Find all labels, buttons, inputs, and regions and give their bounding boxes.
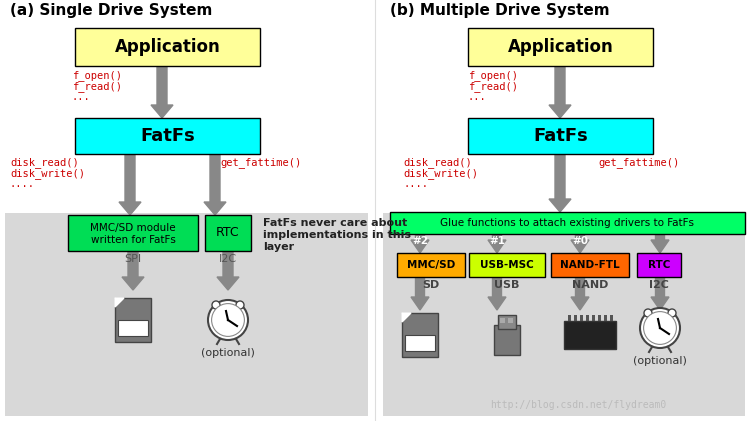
Bar xyxy=(508,318,513,323)
Polygon shape xyxy=(571,277,589,310)
Bar xyxy=(118,320,148,336)
Text: NAND: NAND xyxy=(572,280,608,290)
Text: MMC/SD: MMC/SD xyxy=(406,260,455,270)
Text: #1: #1 xyxy=(489,236,505,246)
Text: MMC/SD module: MMC/SD module xyxy=(90,223,176,233)
Text: USB-MSC: USB-MSC xyxy=(480,260,534,270)
Polygon shape xyxy=(571,234,589,253)
Text: SPI: SPI xyxy=(124,254,142,264)
Bar xyxy=(500,318,505,323)
Polygon shape xyxy=(411,277,429,310)
Bar xyxy=(469,253,545,277)
Polygon shape xyxy=(151,66,173,118)
Bar xyxy=(75,118,260,154)
Text: layer: layer xyxy=(263,242,294,252)
Text: get_fattime(): get_fattime() xyxy=(220,157,302,168)
Bar xyxy=(402,313,438,357)
Polygon shape xyxy=(119,154,141,215)
Text: written for FatFs: written for FatFs xyxy=(91,235,176,245)
Bar xyxy=(498,315,516,329)
Bar xyxy=(564,321,616,349)
Text: (a) Single Drive System: (a) Single Drive System xyxy=(10,3,212,18)
Text: #0: #0 xyxy=(572,236,588,246)
Bar xyxy=(68,215,198,251)
Bar xyxy=(383,213,745,416)
Bar xyxy=(397,253,465,277)
Bar xyxy=(580,315,583,321)
Text: (b) Multiple Drive System: (b) Multiple Drive System xyxy=(390,3,610,18)
Text: (optional): (optional) xyxy=(201,348,255,358)
Polygon shape xyxy=(217,251,239,290)
Polygon shape xyxy=(402,313,411,322)
Text: ....: .... xyxy=(403,179,428,189)
Text: disk_read(): disk_read() xyxy=(403,157,472,168)
Polygon shape xyxy=(122,251,144,290)
Polygon shape xyxy=(411,234,429,253)
Text: USB: USB xyxy=(494,280,520,290)
Polygon shape xyxy=(488,234,506,253)
Text: I2C: I2C xyxy=(649,280,669,290)
Polygon shape xyxy=(549,66,571,118)
Text: disk_read(): disk_read() xyxy=(10,157,79,168)
Bar xyxy=(568,315,571,321)
Text: FatFs never care about: FatFs never care about xyxy=(263,218,407,228)
Text: I2C: I2C xyxy=(219,254,237,264)
Text: FatFs: FatFs xyxy=(533,127,588,145)
Bar xyxy=(468,118,653,154)
Text: f_open(): f_open() xyxy=(72,70,122,81)
Bar xyxy=(115,298,151,342)
Text: get_fattime(): get_fattime() xyxy=(598,157,680,168)
Bar xyxy=(5,213,368,416)
Text: Application: Application xyxy=(115,38,220,56)
Text: Glue functions to attach existing drivers to FatFs: Glue functions to attach existing driver… xyxy=(440,218,694,228)
Text: (optional): (optional) xyxy=(633,356,687,366)
Bar xyxy=(598,315,601,321)
Polygon shape xyxy=(204,154,226,215)
Text: Application: Application xyxy=(508,38,614,56)
Text: implementations in this: implementations in this xyxy=(263,230,411,240)
Polygon shape xyxy=(549,154,571,212)
Text: ...: ... xyxy=(468,92,487,102)
Circle shape xyxy=(644,312,676,344)
Circle shape xyxy=(212,301,220,309)
Text: RTC: RTC xyxy=(648,260,670,270)
Text: FatFs: FatFs xyxy=(140,127,195,145)
Bar xyxy=(574,315,577,321)
Text: disk_write(): disk_write() xyxy=(10,168,85,179)
Bar xyxy=(390,212,745,234)
Bar xyxy=(551,253,629,277)
Polygon shape xyxy=(651,277,669,310)
Text: #2: #2 xyxy=(412,236,428,246)
Text: SD: SD xyxy=(422,280,439,290)
Bar xyxy=(468,28,653,66)
Polygon shape xyxy=(488,277,506,310)
Bar xyxy=(205,215,251,251)
Circle shape xyxy=(211,304,244,336)
Bar xyxy=(405,335,435,351)
Circle shape xyxy=(208,300,248,340)
Bar xyxy=(75,28,260,66)
Bar xyxy=(604,315,607,321)
Circle shape xyxy=(668,309,676,317)
Text: ...: ... xyxy=(72,92,91,102)
Circle shape xyxy=(644,309,652,317)
Text: f_read(): f_read() xyxy=(72,81,122,92)
Bar xyxy=(637,253,681,277)
Text: disk_write(): disk_write() xyxy=(403,168,478,179)
Text: f_read(): f_read() xyxy=(468,81,518,92)
Text: f_open(): f_open() xyxy=(468,70,518,81)
Polygon shape xyxy=(115,298,124,307)
Bar xyxy=(494,325,520,355)
Text: NAND-FTL: NAND-FTL xyxy=(560,260,620,270)
Polygon shape xyxy=(651,234,669,253)
Text: ....: .... xyxy=(10,179,35,189)
Text: RTC: RTC xyxy=(216,226,240,240)
Bar xyxy=(592,315,595,321)
Circle shape xyxy=(236,301,244,309)
Bar xyxy=(610,315,613,321)
Text: http://blog.csdn.net/flydream0: http://blog.csdn.net/flydream0 xyxy=(490,400,666,410)
Circle shape xyxy=(640,308,680,348)
Bar xyxy=(586,315,589,321)
